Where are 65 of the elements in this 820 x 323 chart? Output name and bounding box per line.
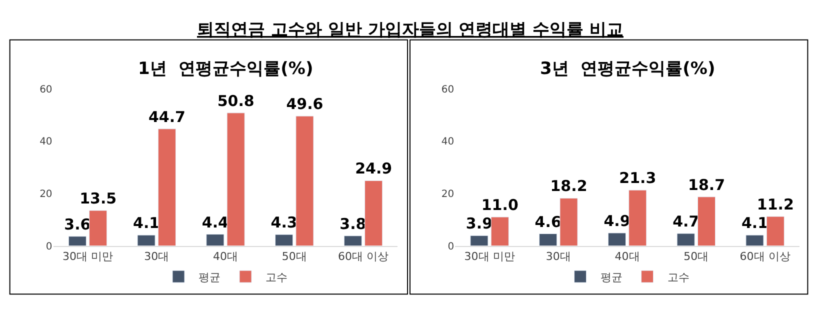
bar	[296, 116, 314, 246]
bar	[89, 210, 108, 246]
data-label: 18.7	[688, 176, 726, 194]
bar	[68, 236, 86, 246]
bar	[275, 234, 294, 246]
x-tick-label: 40대	[614, 250, 640, 263]
y-tick-label: 20	[441, 188, 454, 200]
bar	[766, 216, 784, 246]
x-tick-label: 30대	[144, 250, 170, 263]
x-tick-label: 40대	[213, 250, 238, 263]
data-label: 3.6	[64, 215, 91, 234]
legend-label: 고수	[667, 270, 690, 284]
y-tick-label: 20	[40, 188, 52, 200]
data-label: 3.9	[466, 214, 492, 233]
bar	[490, 216, 509, 246]
data-label: 24.9	[355, 160, 392, 178]
y-tick-label: 0	[46, 241, 52, 252]
x-tick-label: 60대 이상	[338, 250, 389, 263]
bar	[697, 196, 716, 246]
data-label: 4.7	[672, 212, 700, 231]
y-tick-label: 40	[441, 136, 454, 148]
bar	[206, 234, 224, 246]
data-label: 21.3	[619, 169, 656, 188]
bar	[560, 198, 578, 246]
data-label: 18.2	[550, 177, 588, 196]
bar	[137, 234, 156, 246]
data-label: 3.8	[340, 214, 366, 233]
x-tick-label: 50대	[684, 250, 709, 263]
bar	[344, 236, 362, 246]
data-label: 49.6	[286, 95, 324, 114]
y-tick-label: 60	[441, 84, 454, 96]
legend-label: 고수	[266, 270, 288, 284]
data-label: 44.7	[148, 108, 186, 126]
bar	[470, 235, 488, 246]
y-tick-label: 0	[448, 241, 454, 252]
data-label: 4.4	[202, 213, 228, 232]
data-label: 11.0	[481, 196, 518, 214]
data-label: 4.1	[133, 214, 160, 232]
data-label: 50.8	[217, 92, 254, 110]
chart-title: 3년 연평균수익률(%)	[540, 59, 716, 79]
x-tick-label: 30대 미만	[62, 250, 113, 263]
data-label: 13.5	[80, 189, 117, 208]
bar	[364, 180, 383, 246]
x-tick-label: 30대 미만	[464, 250, 515, 263]
chart-title: 1년 연평균수익률(%)	[138, 59, 314, 79]
data-label: 4.9	[604, 212, 630, 230]
data-label: 4.1	[741, 214, 768, 232]
bar	[746, 234, 764, 246]
legend-label: 평균	[600, 270, 622, 284]
x-tick-label: 30대	[546, 250, 571, 263]
legend-label: 평균	[198, 270, 220, 284]
bar	[539, 234, 558, 246]
bar	[158, 128, 176, 246]
bar	[676, 233, 695, 246]
text: 퇴직연금 고수와 일반 가입자들의 연령대별 수익률 비교	[197, 20, 624, 40]
bar	[226, 112, 245, 246]
x-tick-label: 60대 이상	[740, 250, 790, 263]
data-label: 11.2	[756, 196, 794, 214]
data-label: 4.3	[270, 214, 298, 232]
x-tick-label: 50대	[282, 250, 307, 263]
data-label: 4.6	[534, 212, 562, 231]
bar	[628, 190, 647, 246]
y-tick-label: 40	[40, 136, 52, 148]
bar	[608, 232, 626, 246]
y-tick-label: 60	[40, 84, 52, 96]
